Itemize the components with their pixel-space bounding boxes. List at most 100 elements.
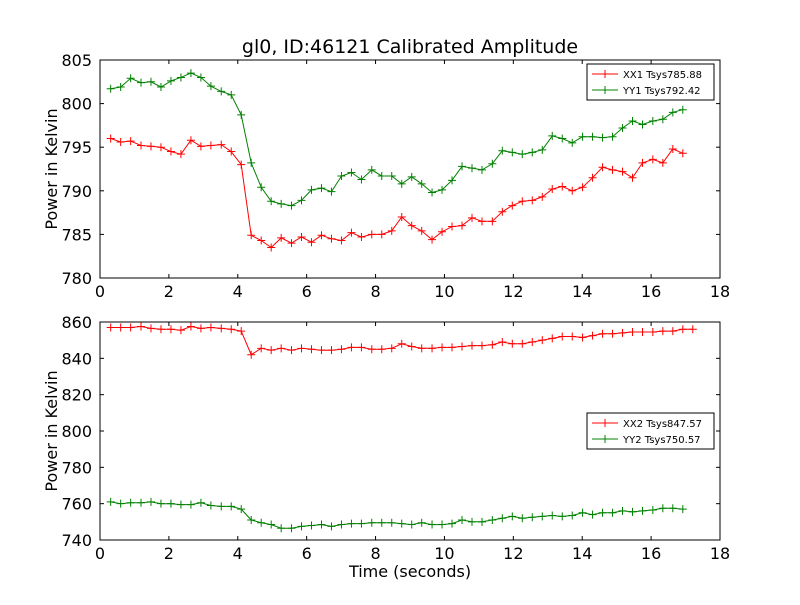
data-point-marker	[297, 196, 306, 205]
data-point-marker	[588, 331, 597, 340]
data-point-marker	[267, 243, 276, 252]
data-point-marker	[648, 327, 657, 336]
data-point-marker	[367, 518, 376, 527]
data-point-marker	[407, 221, 416, 230]
data-point-marker	[347, 228, 356, 237]
data-point-marker	[106, 323, 115, 332]
data-point-marker	[488, 217, 497, 226]
data-point-marker	[618, 328, 627, 337]
data-point-marker	[528, 337, 537, 346]
data-point-marker	[648, 117, 657, 126]
data-point-marker	[307, 238, 316, 247]
x-axis-label: Time (seconds)	[348, 562, 471, 581]
data-point-marker	[598, 508, 607, 517]
legend: XX2 Tsys847.57 YY2 Tsys750.57	[586, 412, 715, 450]
data-point-marker	[337, 520, 346, 529]
y-tick-label: 800	[61, 95, 92, 114]
data-point-marker	[397, 212, 406, 221]
data-point-marker	[317, 520, 326, 529]
data-point-marker	[126, 74, 135, 83]
data-point-marker	[377, 171, 386, 180]
data-point-marker	[397, 179, 406, 188]
data-point-marker	[588, 510, 597, 519]
x-tick-label: 0	[95, 544, 105, 563]
data-point-marker	[277, 233, 286, 242]
chart-title: gl0, ID:46121 Calibrated Amplitude	[242, 36, 578, 58]
data-point-marker	[227, 502, 236, 511]
data-point-marker	[538, 145, 547, 154]
data-point-marker	[357, 343, 366, 352]
data-point-marker	[206, 323, 215, 332]
data-point-marker	[558, 512, 567, 521]
data-point-marker	[247, 158, 256, 167]
data-point-marker	[498, 337, 507, 346]
data-point-marker	[136, 322, 145, 331]
data-point-marker	[206, 82, 215, 91]
data-point-marker	[397, 339, 406, 348]
series-1	[106, 322, 697, 359]
data-point-marker	[217, 502, 226, 511]
legend-label: YY1 Tsys792.42	[622, 86, 701, 97]
data-point-marker	[287, 524, 296, 533]
data-point-marker	[387, 344, 396, 353]
data-point-marker	[287, 346, 296, 355]
series-1	[106, 134, 687, 252]
data-point-marker	[508, 201, 517, 210]
data-point-marker	[518, 339, 527, 348]
data-point-marker	[367, 345, 376, 354]
data-point-marker	[307, 345, 316, 354]
data-point-marker	[668, 327, 677, 336]
x-tick-label: 0	[95, 282, 105, 301]
legend-marker	[601, 70, 609, 78]
data-point-marker	[548, 185, 557, 194]
data-point-marker	[317, 184, 326, 193]
data-point-marker	[106, 134, 115, 143]
data-point-marker	[116, 83, 125, 92]
y-tick-label: 800	[61, 422, 92, 441]
data-point-marker	[146, 497, 155, 506]
data-point-marker	[307, 521, 316, 530]
data-point-marker	[106, 497, 115, 506]
data-point-marker	[528, 196, 537, 205]
data-point-marker	[347, 519, 356, 528]
data-point-marker	[196, 73, 205, 82]
data-point-marker	[658, 158, 667, 167]
data-point-marker	[176, 73, 185, 82]
data-point-marker	[578, 333, 587, 342]
data-point-marker	[477, 341, 486, 350]
data-point-marker	[297, 233, 306, 242]
data-point-marker	[257, 236, 266, 245]
series-line	[110, 501, 683, 529]
data-point-marker	[217, 140, 226, 149]
data-point-marker	[317, 231, 326, 240]
data-point-marker	[227, 90, 236, 99]
legend: XX1 Tsys785.88 YY1 Tsys792.42	[586, 63, 715, 101]
data-point-marker	[578, 508, 587, 517]
x-tick-label: 10	[434, 282, 454, 301]
data-point-marker	[407, 520, 416, 529]
data-point-marker	[367, 165, 376, 174]
data-point-marker	[448, 222, 457, 231]
x-tick-label: 8	[370, 282, 380, 301]
data-point-marker	[598, 329, 607, 338]
data-point-marker	[227, 147, 236, 156]
data-point-marker	[628, 507, 637, 516]
data-point-marker	[448, 343, 457, 352]
data-point-marker	[468, 517, 476, 526]
data-point-marker	[638, 327, 647, 336]
data-point-marker	[618, 506, 627, 515]
data-point-marker	[477, 517, 486, 526]
data-point-marker	[428, 188, 437, 197]
data-point-marker	[458, 162, 467, 171]
data-point-marker	[136, 141, 145, 150]
data-point-marker	[488, 516, 497, 525]
data-point-marker	[518, 197, 527, 206]
legend-label: XX1 Tsys785.88	[623, 70, 702, 81]
subplot-bottom: 0 2 4 6 8 10 12 14 16 18 740 760 780 800 820 840 860 Powe…	[42, 313, 730, 581]
data-point-marker	[448, 519, 457, 528]
x-tick-label: 12	[503, 544, 523, 563]
data-point-marker	[156, 325, 165, 334]
data-point-marker	[387, 171, 396, 180]
y-tick-label: 740	[61, 531, 92, 550]
data-point-marker	[458, 342, 467, 351]
